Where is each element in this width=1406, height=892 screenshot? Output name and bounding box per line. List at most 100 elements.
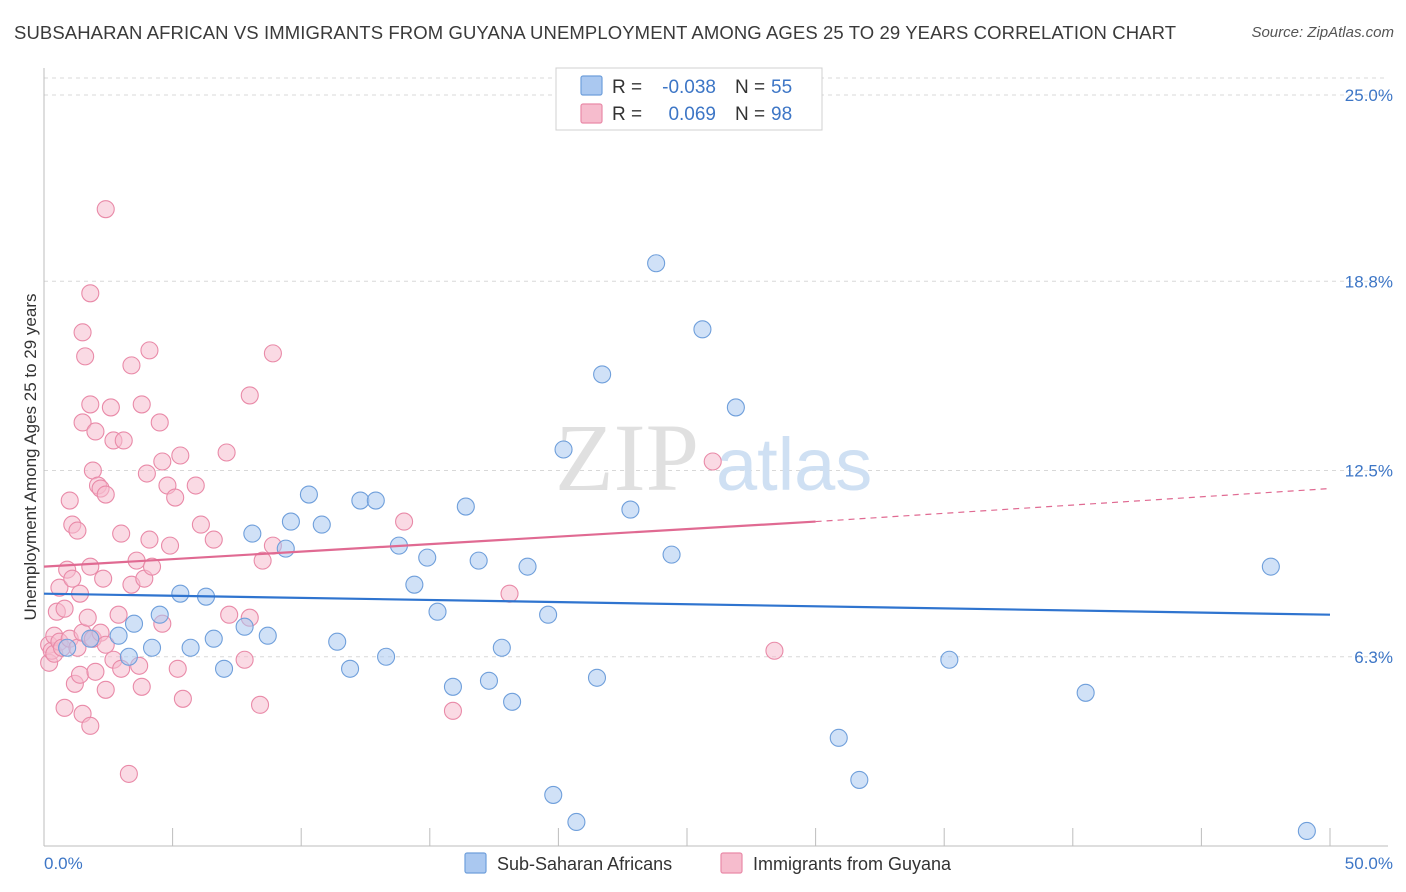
- point-guyana-71: [173, 689, 192, 708]
- y-tick-label-1: 12.5%: [1345, 462, 1393, 481]
- point-guyana-41: [96, 485, 115, 504]
- point-subsaharan-21: [351, 491, 370, 510]
- point-subsaharan-11: [214, 659, 234, 678]
- point-guyana-48: [112, 524, 131, 543]
- point-guyana-65: [153, 452, 172, 471]
- point-subsaharan-1: [81, 629, 100, 648]
- point-guyana-39: [94, 569, 113, 588]
- point-guyana-27: [81, 557, 100, 576]
- y-axis-title: Unemployment Among Ages 25 to 29 years: [21, 294, 40, 621]
- point-guyana-42: [96, 200, 115, 219]
- legend-n-label-1: N =: [735, 77, 765, 98]
- legend-n-label-2: N =: [735, 104, 765, 125]
- point-subsaharan-13: [243, 524, 262, 543]
- point-subsaharan-14: [258, 626, 277, 645]
- point-guyana-35: [86, 662, 105, 681]
- y-tick-labels: 6.3% 12.5% 18.8% 25.0%: [1345, 86, 1393, 667]
- point-guyana-86: [500, 584, 519, 603]
- point-subsaharan-23: [377, 647, 396, 666]
- watermark: ZIP atlas: [555, 404, 872, 511]
- point-subsaharan-44: [693, 320, 712, 339]
- point-subsaharan-38: [567, 812, 586, 832]
- point-guyana-20: [70, 665, 90, 684]
- point-subsaharan-50: [1261, 557, 1280, 576]
- point-guyana-83: [263, 344, 282, 363]
- point-subsaharan-33: [503, 692, 522, 711]
- point-guyana-62: [142, 557, 162, 576]
- point-subsaharan-29: [456, 497, 475, 516]
- grid-lines: [44, 77, 1388, 658]
- point-guyana-72: [186, 476, 205, 495]
- point-subsaharan-43: [662, 545, 681, 564]
- legend-r-value-1: -0.038: [662, 77, 716, 98]
- point-guyana-13: [60, 491, 79, 510]
- point-guyana-51: [119, 764, 138, 783]
- point-guyana-44: [101, 398, 120, 417]
- trend-lines: [43, 487, 1331, 616]
- point-guyana-23: [73, 413, 92, 432]
- trend-line-guyana-extension: [815, 487, 1331, 523]
- point-subsaharan-20: [341, 659, 360, 678]
- point-guyana-84: [395, 512, 414, 531]
- point-guyana-76: [220, 605, 239, 624]
- point-guyana-78: [240, 386, 259, 405]
- point-subsaharan-37: [554, 440, 573, 459]
- point-guyana-22: [73, 323, 92, 342]
- legend-n-value-2: 98: [771, 104, 792, 125]
- point-guyana-75: [217, 443, 236, 462]
- point-subsaharan-16: [281, 512, 300, 531]
- point-guyana-81: [253, 551, 272, 570]
- x-tick-label-max: 50.0%: [1345, 854, 1393, 873]
- point-subsaharan-35: [539, 605, 558, 624]
- point-guyana-73: [191, 515, 210, 534]
- point-guyana-61: [140, 341, 159, 360]
- point-guyana-10: [55, 599, 74, 618]
- legend-n-value-1: 55: [771, 77, 792, 98]
- point-guyana-50: [114, 431, 133, 450]
- bottom-legend-swatch-pink: [720, 852, 743, 874]
- point-subsaharan-41: [621, 500, 640, 519]
- trend-line-guyana: [43, 520, 816, 568]
- bottom-legend-swatch-blue: [464, 852, 487, 874]
- point-guyana-52: [122, 356, 141, 375]
- point-guyana-85: [443, 701, 462, 720]
- point-subsaharan-27: [428, 602, 447, 621]
- point-subsaharan-26: [418, 548, 437, 567]
- point-subsaharan-39: [587, 668, 607, 687]
- point-guyana-68: [166, 488, 185, 507]
- series-subsaharan-points: [58, 254, 1316, 841]
- watermark-atlas: atlas: [716, 423, 872, 506]
- x-tick-label-min: 0.0%: [44, 854, 83, 873]
- point-guyana-67: [160, 536, 180, 555]
- point-subsaharan-30: [469, 551, 488, 570]
- bottom-legend-label-subsaharan: Sub-Saharan Africans: [497, 854, 672, 874]
- point-guyana-30: [81, 716, 100, 735]
- y-tick-label-2: 18.8%: [1345, 272, 1393, 291]
- point-subsaharan-18: [312, 515, 331, 534]
- point-guyana-69: [168, 659, 187, 678]
- point-subsaharan-46: [829, 728, 848, 747]
- point-subsaharan-25: [405, 575, 424, 594]
- point-subsaharan-10: [204, 629, 223, 648]
- point-subsaharan-32: [492, 638, 511, 657]
- point-subsaharan-36: [544, 785, 563, 804]
- point-subsaharan-12: [235, 617, 254, 636]
- series-guyana-points: [40, 200, 784, 783]
- point-guyana-9: [55, 698, 74, 717]
- legend-r-label-2: R =: [612, 104, 642, 125]
- x-axis-ticks: [43, 828, 1331, 846]
- point-guyana-25: [76, 347, 95, 366]
- point-guyana-28: [81, 284, 100, 303]
- point-guyana-43: [96, 680, 115, 699]
- legend-r-label-1: R =: [612, 77, 642, 98]
- point-subsaharan-51: [1297, 821, 1316, 841]
- point-subsaharan-5: [142, 638, 162, 657]
- watermark-zip: ZIP: [555, 404, 699, 511]
- point-guyana-29: [81, 395, 100, 414]
- trend-line-subsaharan: [43, 592, 1331, 616]
- legend-r-value-2: 0.069: [668, 104, 716, 125]
- point-guyana-80: [250, 695, 270, 714]
- series-legend: Sub-Saharan Africans Immigrants from Guy…: [464, 852, 952, 874]
- point-guyana-63: [150, 413, 169, 432]
